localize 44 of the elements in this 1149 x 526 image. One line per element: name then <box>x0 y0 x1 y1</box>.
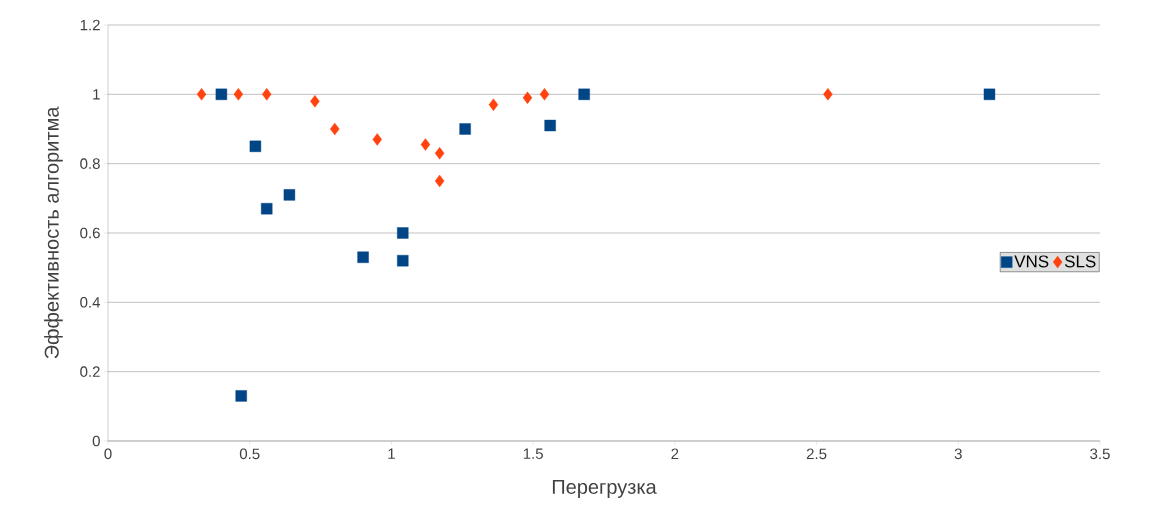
point <box>823 88 833 101</box>
point <box>488 98 499 111</box>
x-tick-label: 3.5 <box>1090 448 1110 460</box>
y-tick-label: 0.4 <box>80 297 101 308</box>
point <box>283 189 296 201</box>
point <box>434 174 445 188</box>
x-tick-label: 0 <box>104 448 112 460</box>
x-tick-label: 3 <box>954 448 962 460</box>
point <box>215 88 228 101</box>
point <box>310 95 320 108</box>
point <box>544 119 556 132</box>
point <box>420 138 431 151</box>
point <box>983 88 996 101</box>
y-axis-title: Эффективность алгоритма <box>44 106 63 359</box>
point <box>397 227 409 239</box>
point <box>196 88 207 101</box>
point <box>235 390 247 402</box>
x-tick-label: 1.5 <box>523 448 543 459</box>
point <box>261 203 273 215</box>
point <box>372 133 382 146</box>
point <box>434 147 445 160</box>
point <box>578 88 590 101</box>
point <box>459 123 471 135</box>
point <box>233 88 244 101</box>
x-tick-label: 0.5 <box>239 448 260 460</box>
y-tick-label: 0.2 <box>80 366 100 377</box>
y-tick-label: 0 <box>92 435 100 447</box>
point <box>330 122 340 136</box>
point <box>357 251 369 263</box>
x-tick-label: 2 <box>671 448 679 459</box>
y-tick-label: 0.6 <box>80 227 100 239</box>
point <box>397 255 409 267</box>
legend-label: SLS <box>1064 255 1096 268</box>
legend-label: VNS <box>1014 255 1049 268</box>
point <box>522 91 533 104</box>
y-tick-label: 1.2 <box>80 19 100 31</box>
point <box>249 140 262 153</box>
point <box>539 88 550 101</box>
point <box>262 88 272 101</box>
x-axis-title: Перегрузка <box>552 480 657 498</box>
y-tick-label: 0.8 <box>80 158 100 169</box>
x-tick-label: 1 <box>388 448 395 459</box>
y-tick-label: 1 <box>93 89 100 100</box>
x-tick-label: 2.5 <box>806 448 827 460</box>
